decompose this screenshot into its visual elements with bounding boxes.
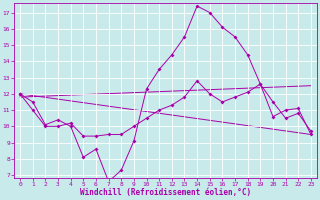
X-axis label: Windchill (Refroidissement éolien,°C): Windchill (Refroidissement éolien,°C) <box>80 188 251 197</box>
